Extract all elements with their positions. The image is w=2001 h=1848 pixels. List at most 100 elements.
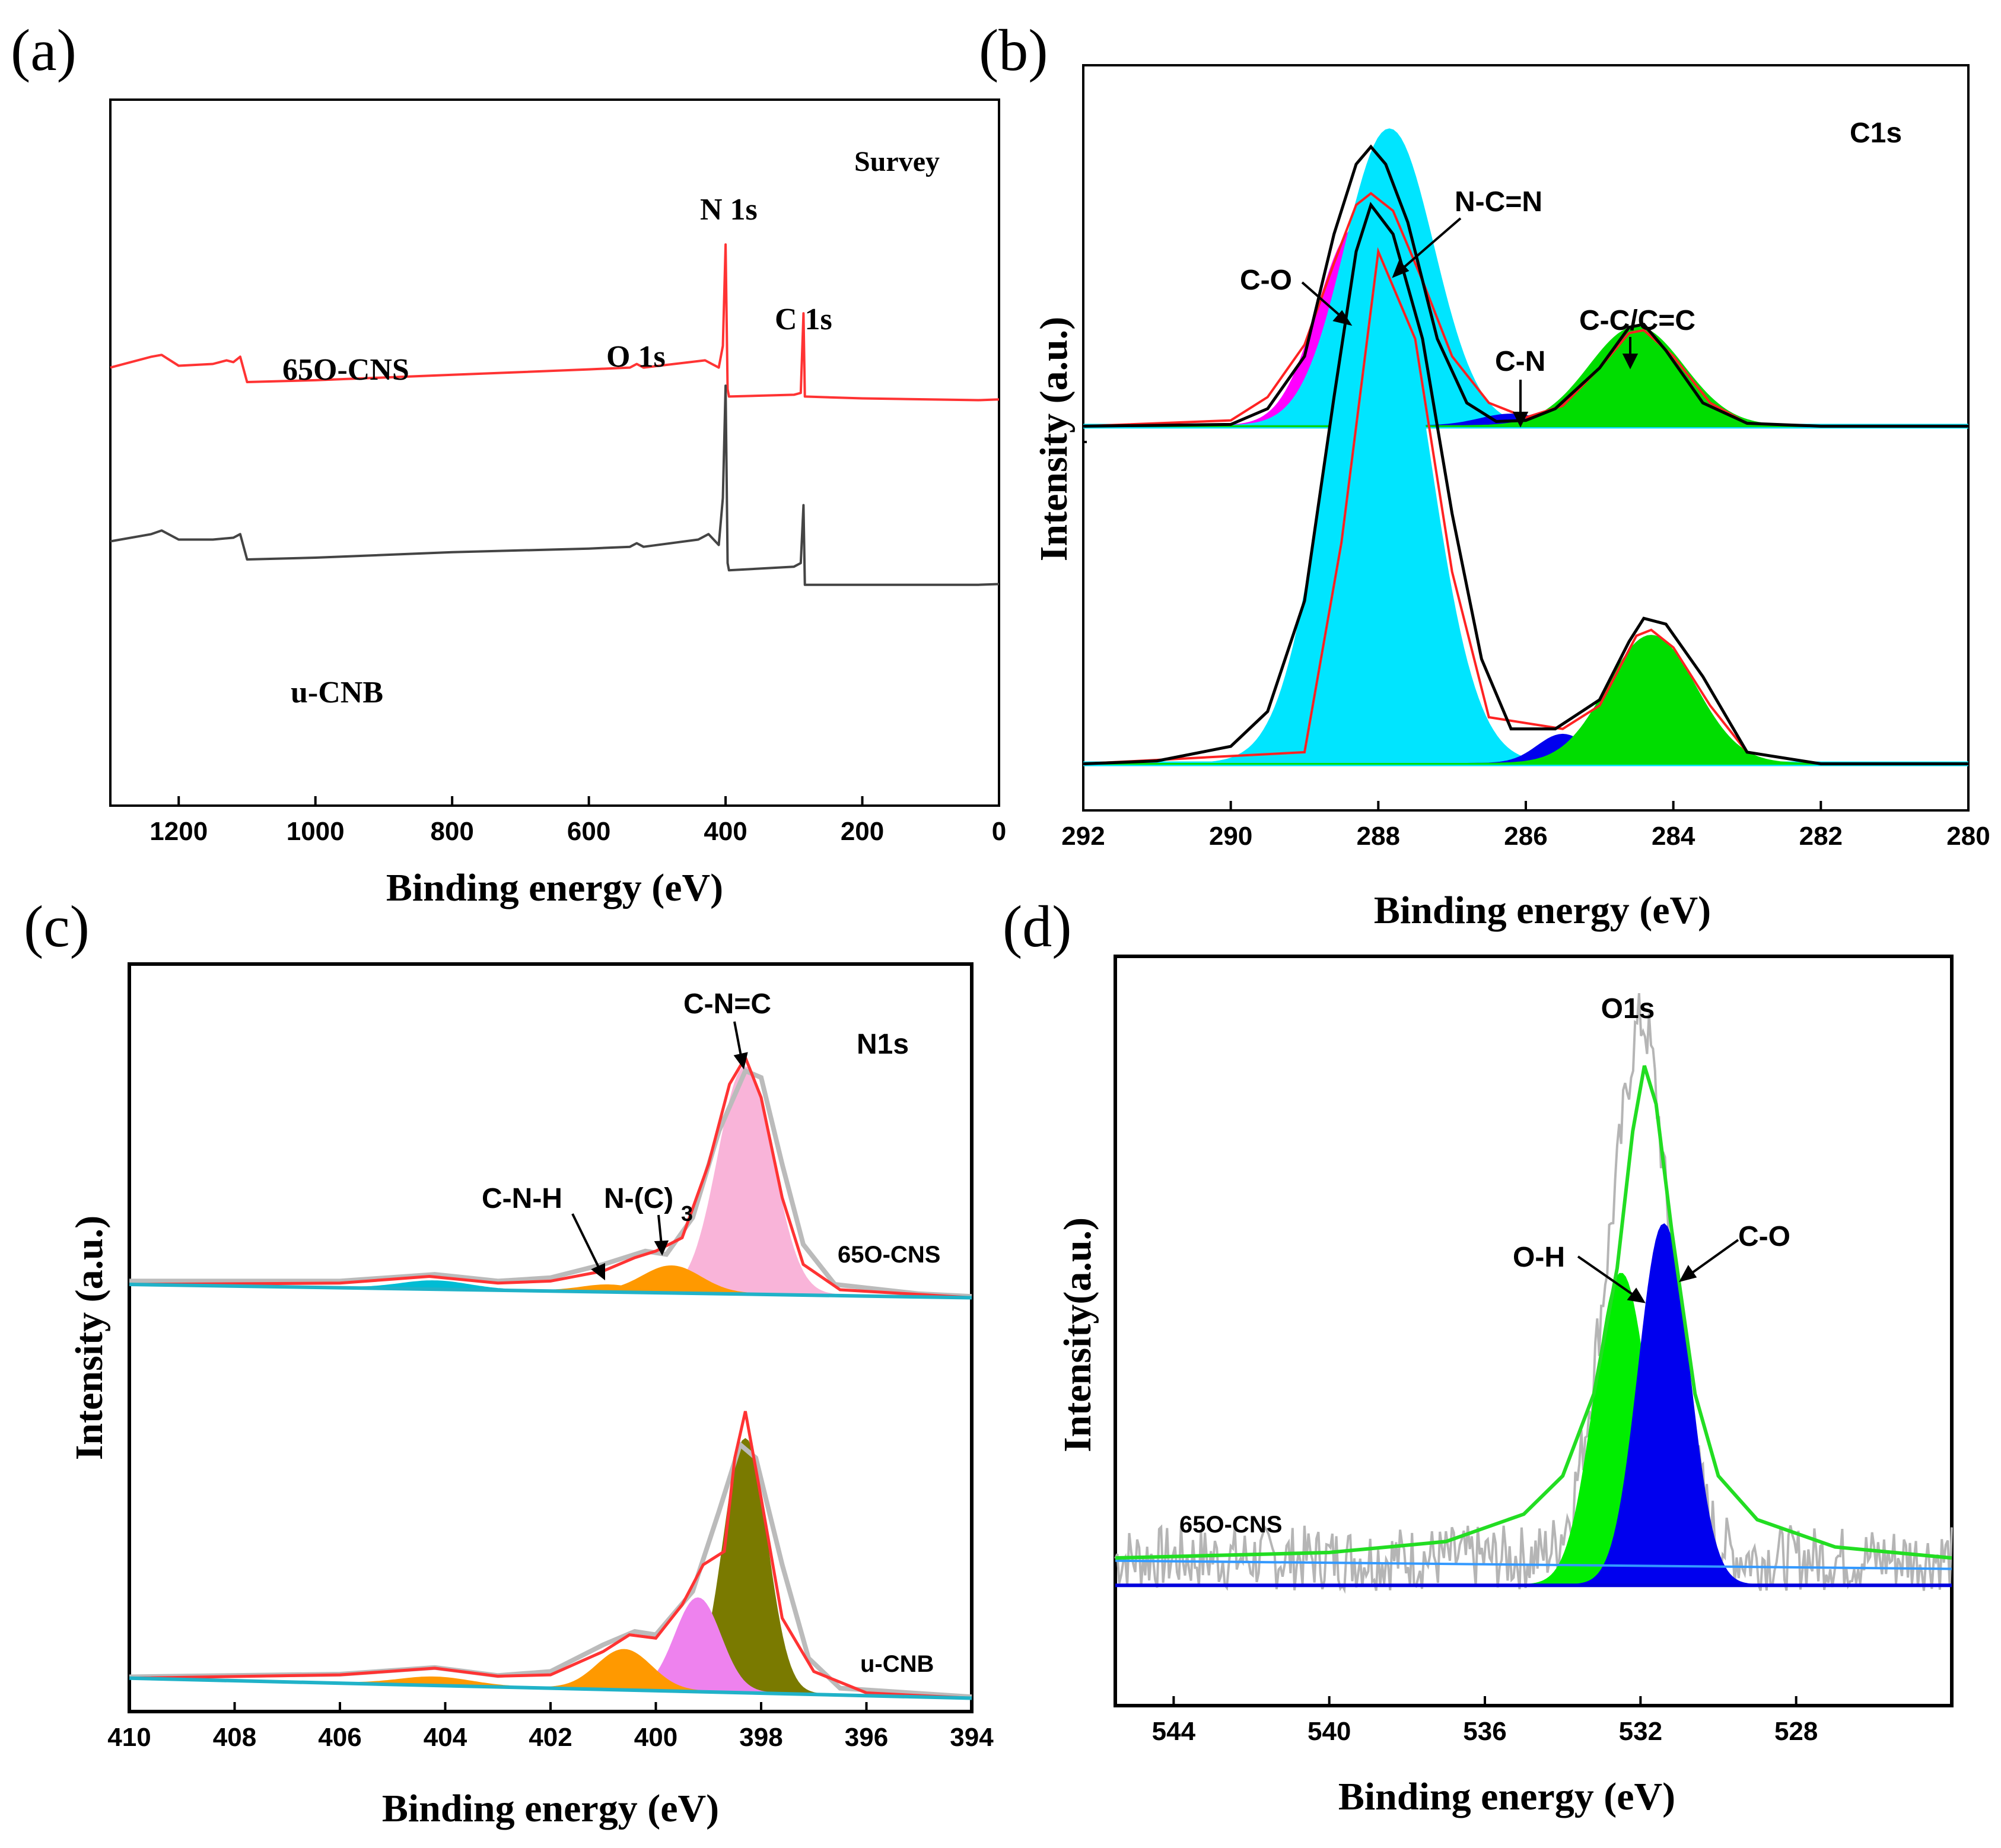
arrow-c-n-head xyxy=(1512,412,1529,428)
arrow-n-c-n xyxy=(1398,217,1462,273)
x-tick-label: 536 xyxy=(1463,1717,1506,1746)
chart-title: Survey xyxy=(854,146,940,177)
x-axis-ticks: 410 408 406 404 402 400 398 396 394 xyxy=(107,1702,994,1752)
panel-label-a: (a) xyxy=(11,17,77,83)
x-tick-label: 406 xyxy=(318,1723,361,1752)
fit-envelope-line xyxy=(129,1411,972,1700)
arrow-c-n-c-head xyxy=(733,1052,748,1070)
annotation-c1s: C 1s xyxy=(775,303,832,336)
panel-label-c: (c) xyxy=(24,893,90,959)
x-tick-label: 402 xyxy=(529,1723,572,1752)
peak-o-h xyxy=(1115,1273,1952,1586)
peak-component xyxy=(1083,635,1968,765)
x-tick-label: 286 xyxy=(1504,822,1547,851)
y-axis-title: Intensity(a.u.) xyxy=(1056,1217,1099,1452)
series-group xyxy=(110,243,1000,586)
series-label-65o-cns: 65O-CNS xyxy=(282,353,409,387)
annotation-c-n-c: C-N=C xyxy=(683,988,771,1020)
x-tick-label: 400 xyxy=(634,1723,677,1752)
x-tick-label: 800 xyxy=(430,817,473,846)
annotation-subscript-3: 3 xyxy=(681,1201,693,1226)
annotation-arrows xyxy=(571,1021,748,1281)
series-label-65o-cns: 65O-CNS xyxy=(838,1242,940,1268)
fit-envelope-line xyxy=(1115,1065,1952,1560)
raw-data-line xyxy=(1114,993,1953,1594)
annotation-c-n-h: C-N-H xyxy=(482,1183,562,1214)
annotation-n-c-n: N-C=N xyxy=(1455,186,1542,218)
raw-noise-line xyxy=(1114,993,1953,1594)
raw-envelope-line xyxy=(1083,202,1968,765)
chart-title: O1s xyxy=(1601,993,1655,1025)
annotation-n-c3: N-(C) xyxy=(604,1183,673,1214)
plot-frame xyxy=(128,962,974,1713)
arrow-n-c-n-head xyxy=(1392,260,1410,278)
arrow-c-o xyxy=(1687,1239,1739,1277)
chart-title: C1s xyxy=(1850,117,1902,149)
arrow-c-o xyxy=(1301,281,1347,322)
arrow-c-c-c-c-head xyxy=(1622,354,1639,370)
arrow-n-c3-head xyxy=(654,1240,669,1256)
x-tick-label: 600 xyxy=(567,817,610,846)
envelope-lines xyxy=(129,1054,972,1700)
arrow-o-h xyxy=(1577,1255,1637,1298)
series-line-65o-cns xyxy=(110,243,1000,402)
x-axis-title: Binding energy (eV) xyxy=(1338,1775,1675,1818)
panel-label-d: (d) xyxy=(1003,893,1072,959)
plot-frame xyxy=(109,98,1000,807)
series-label-u-cnb: u-CNB xyxy=(860,1651,934,1677)
panel-b: 292 290 288 286 284 282 280 C1s C-O N-C=N C-N … xyxy=(1032,64,1990,932)
arrow-n-c3 xyxy=(657,1214,663,1245)
envelope-lines xyxy=(1115,1065,1952,1588)
series-label-65o-cns: 65O-CNS xyxy=(1179,1512,1282,1538)
arrow-o-h-head xyxy=(1627,1287,1646,1303)
x-tick-label: 410 xyxy=(107,1723,151,1752)
x-tick-label: 280 xyxy=(1946,822,1990,851)
series-label-u-cnb: u-CNB xyxy=(291,676,383,710)
x-tick-label: 1000 xyxy=(287,817,345,846)
annotation-o-h: O-H xyxy=(1513,1242,1565,1273)
annotation-arrows xyxy=(1301,217,1639,428)
arrow-c-n-h-head xyxy=(591,1262,605,1281)
annotation-c-o: C-O xyxy=(1738,1221,1790,1252)
x-tick-label: 394 xyxy=(950,1723,994,1752)
x-tick-label: 282 xyxy=(1799,822,1843,851)
x-axis-ticks: 292 290 288 286 284 282 280 xyxy=(1061,801,1990,851)
x-tick-label: 400 xyxy=(704,817,747,846)
x-tick-label: 528 xyxy=(1774,1717,1818,1746)
arrow-c-n-c xyxy=(733,1021,743,1060)
arrow-c-o-head xyxy=(1679,1265,1697,1283)
x-tick-label: 398 xyxy=(739,1723,782,1752)
x-tick-label: 0 xyxy=(992,817,1006,846)
x-axis-title: Binding energy (eV) xyxy=(1374,889,1711,932)
x-axis-ticks: 544 540 536 532 528 xyxy=(1152,1696,1818,1746)
peak-n-c-n xyxy=(1083,128,1968,427)
x-tick-label: 1200 xyxy=(149,817,208,846)
fit-envelope-line xyxy=(1083,247,1968,765)
x-tick-label: 540 xyxy=(1308,1717,1351,1746)
y-axis-title: Intensity (a.u.) xyxy=(1032,317,1076,562)
raw-data-line xyxy=(129,1067,972,1299)
annotation-c-o: C-O xyxy=(1240,265,1292,296)
annotation-c-c-c-c: C-C/C=C xyxy=(1579,305,1695,336)
x-axis-title: Binding energy (eV) xyxy=(382,1787,719,1830)
raw-envelope-line xyxy=(1083,144,1968,428)
annotation-n1s: N 1s xyxy=(700,193,758,227)
panel-c: 410 408 406 404 402 400 398 396 394 C-N=C N1s C-… xyxy=(68,962,994,1830)
series-line-u-cnb xyxy=(110,384,1000,586)
annotation-c-n: C-N xyxy=(1495,346,1545,377)
baseline xyxy=(129,1283,972,1300)
arrow-c-n-h xyxy=(571,1213,602,1271)
arrow-c-o-head xyxy=(1332,310,1353,326)
annotation-arrows xyxy=(1577,1239,1739,1303)
panel-d: 544 540 536 532 528 O1s O-H C-O 65O-CNS Inte… xyxy=(1056,955,1954,1818)
x-tick-label: 396 xyxy=(845,1723,888,1752)
x-axis-ticks: 1200 1000 800 600 400 200 0 xyxy=(149,796,1006,846)
peak-c-o xyxy=(1083,227,1968,427)
x-tick-label: 200 xyxy=(841,817,884,846)
y-axis-title: Intensity (a.u.) xyxy=(68,1216,111,1461)
peak-component xyxy=(129,1438,972,1699)
peak-fills xyxy=(1083,128,1968,766)
x-tick-label: 290 xyxy=(1209,822,1252,851)
x-tick-label: 544 xyxy=(1152,1717,1196,1746)
